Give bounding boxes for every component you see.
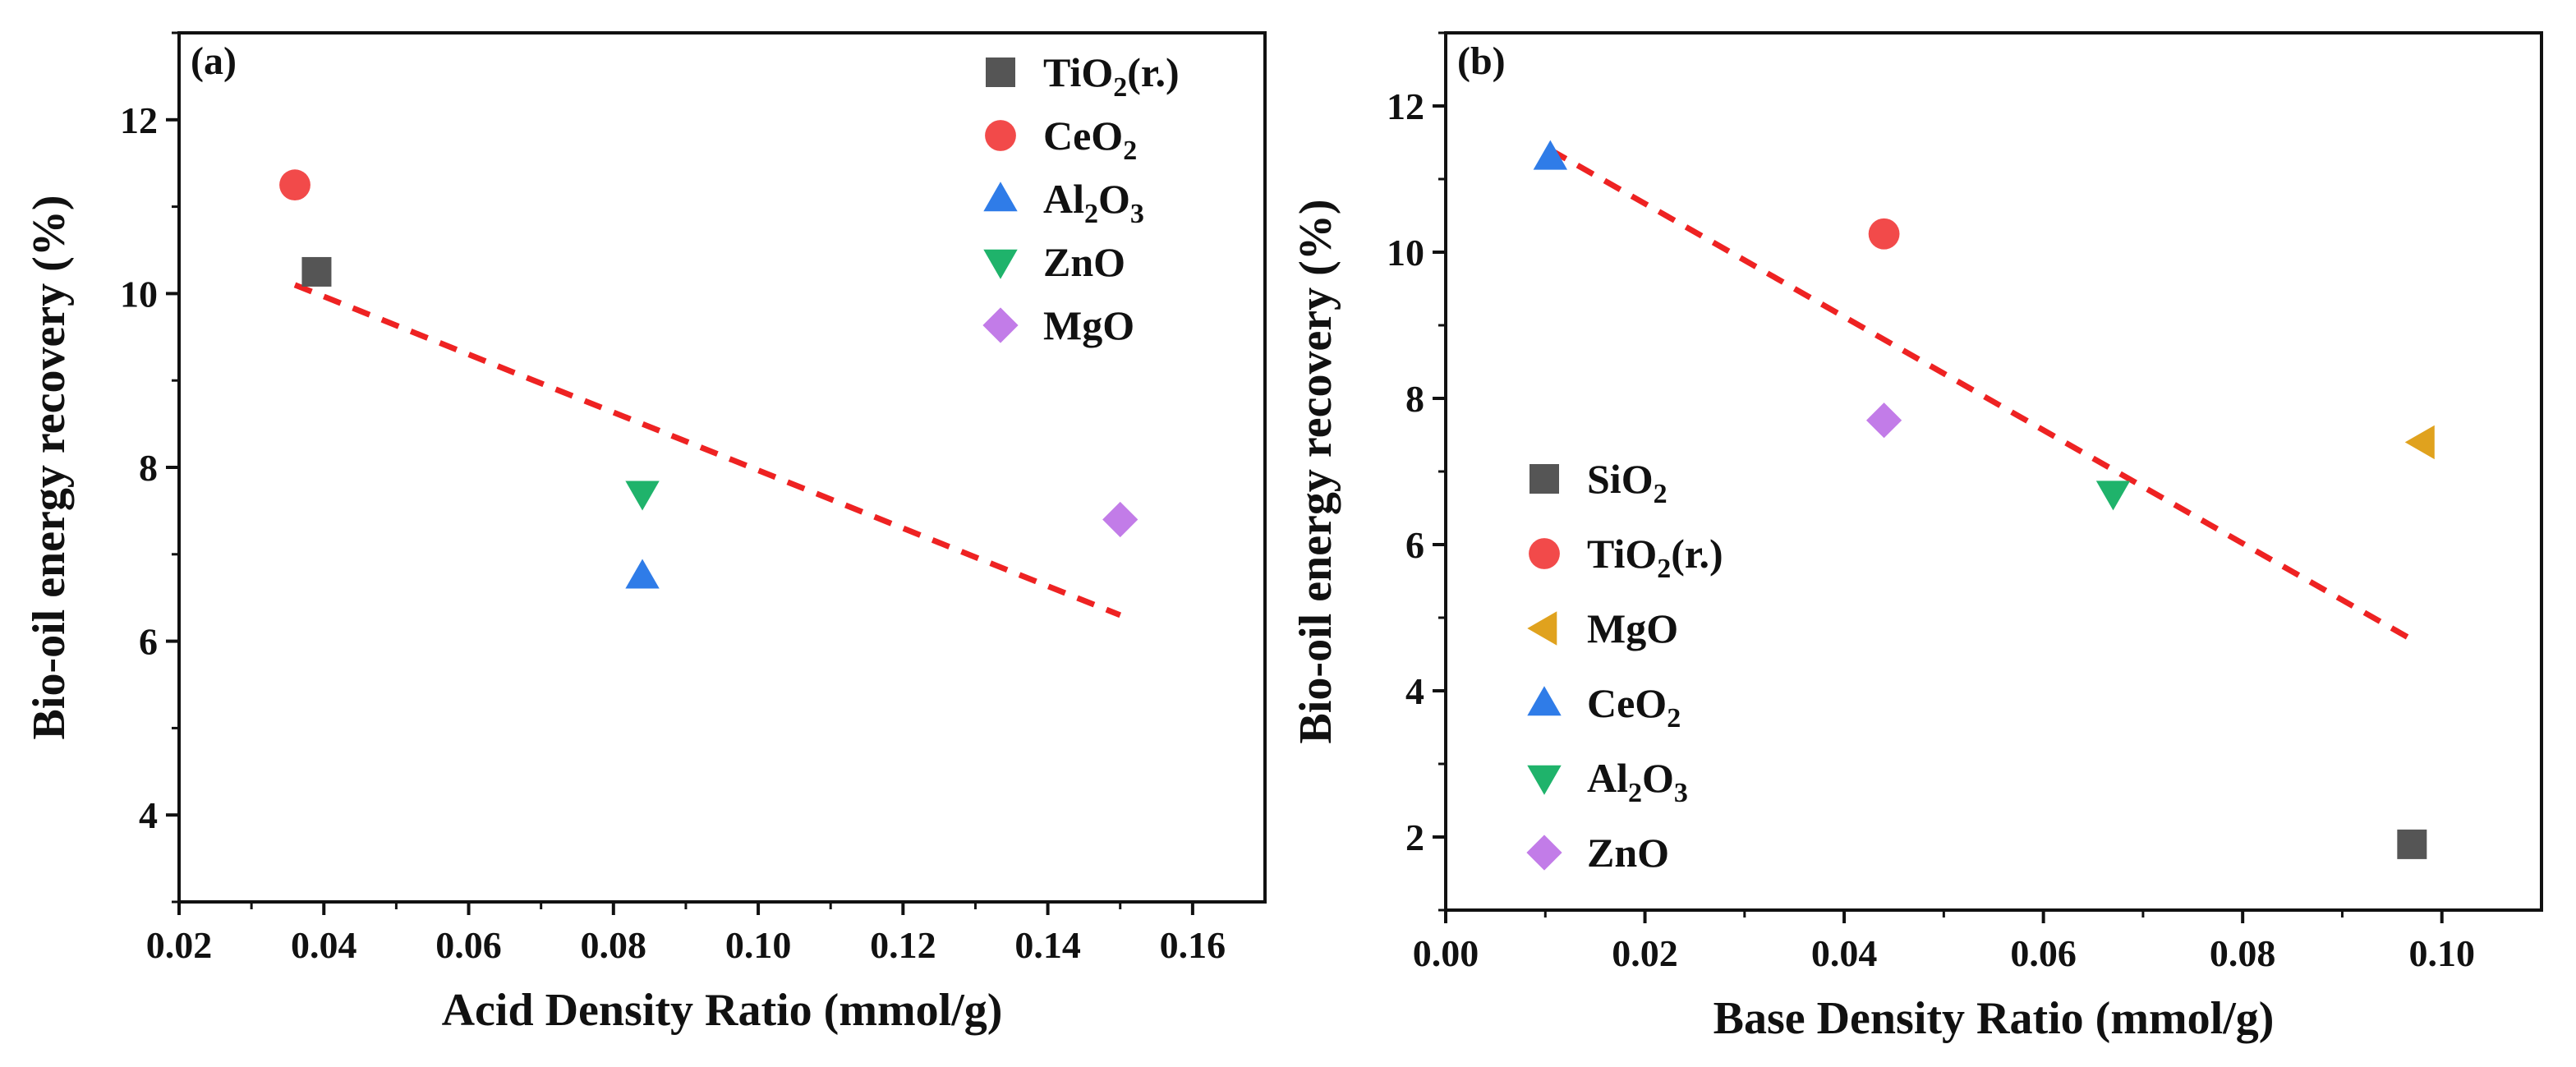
x-axis-title: Acid Density Ratio (mmol/g) bbox=[442, 985, 1003, 1036]
y-tick-label: 4 bbox=[1405, 670, 1424, 712]
data-point bbox=[625, 559, 660, 589]
x-tick-label: 0.02 bbox=[1612, 932, 1678, 974]
y-tick-label: 6 bbox=[1405, 524, 1424, 566]
plot-frame bbox=[177, 31, 1267, 904]
legend-marker bbox=[1526, 835, 1562, 871]
legend-label: SiO2 bbox=[1587, 456, 1668, 509]
y-tick-label: 10 bbox=[120, 273, 158, 315]
data-point bbox=[301, 256, 332, 287]
legend-label: CeO2 bbox=[1043, 113, 1137, 166]
panel-b-chart: 0.00 0.02 0.04 0.06 0.08 0.10 2 4 6 8 10 12 Base Den… bbox=[1290, 31, 2543, 1044]
fit-line bbox=[293, 282, 1122, 619]
legend-marker bbox=[983, 182, 1018, 212]
legend-label: TiO2(r.) bbox=[1043, 49, 1180, 103]
data-point bbox=[1868, 218, 1900, 250]
y-tick-label: 4 bbox=[139, 794, 158, 836]
legend-label: CeO2 bbox=[1587, 680, 1681, 734]
x-tick-label: 0.12 bbox=[870, 924, 936, 966]
data-point bbox=[2397, 829, 2427, 859]
panel-a-chart: 0.02 0.04 0.06 0.08 0.10 0.12 0.14 0.16 4 6 8 10 12 A… bbox=[24, 31, 1267, 1036]
fit-line bbox=[1548, 147, 2414, 642]
data-point bbox=[625, 481, 660, 511]
x-tick-label: 0.06 bbox=[2010, 932, 2077, 974]
y-tick-label: 8 bbox=[139, 447, 158, 489]
x-tick-label: 0.10 bbox=[725, 924, 792, 966]
x-tick-label: 0.14 bbox=[1014, 924, 1081, 966]
data-point bbox=[279, 169, 310, 201]
y-tick-label: 12 bbox=[1387, 85, 1424, 127]
x-tick-label: 0.10 bbox=[2408, 932, 2475, 974]
legend-label: Al2O3 bbox=[1587, 755, 1688, 808]
legend-label: MgO bbox=[1043, 302, 1134, 348]
x-tick-label: 0.08 bbox=[581, 924, 647, 966]
x-tick-label: 0.08 bbox=[2210, 932, 2276, 974]
panel-label: (b) bbox=[1457, 39, 1506, 83]
y-tick-label: 6 bbox=[139, 621, 158, 663]
legend-label: TiO2(r.) bbox=[1587, 531, 1723, 584]
legend-marker bbox=[1530, 464, 1559, 494]
legend-label: ZnO bbox=[1587, 830, 1669, 876]
x-tick-label: 0.02 bbox=[146, 924, 213, 966]
y-tick-label: 8 bbox=[1405, 378, 1424, 420]
data-point bbox=[1533, 140, 1568, 170]
x-tick-label: 0.16 bbox=[1160, 924, 1226, 966]
legend-label: MgO bbox=[1587, 605, 1678, 651]
y-axis-title: Bio-oil energy recovery (%) bbox=[1290, 200, 1341, 744]
data-point bbox=[2404, 425, 2435, 460]
legend-marker bbox=[986, 57, 1015, 87]
x-axis-title: Base Density Ratio (mmol/g) bbox=[1714, 993, 2275, 1044]
data-point bbox=[1866, 402, 1902, 439]
legend-marker bbox=[1527, 611, 1557, 646]
legend-marker bbox=[982, 307, 1019, 343]
x-tick-label: 0.06 bbox=[435, 924, 502, 966]
y-axis-title: Bio-oil energy recovery (%) bbox=[24, 195, 75, 740]
data-point bbox=[2095, 481, 2131, 511]
legend-marker bbox=[985, 120, 1016, 151]
legend-marker bbox=[1527, 686, 1562, 716]
panel-label: (a) bbox=[191, 39, 237, 83]
y-tick-label: 2 bbox=[1405, 816, 1424, 858]
x-tick-label: 0.04 bbox=[1811, 932, 1878, 974]
legend-marker bbox=[1527, 765, 1562, 795]
y-tick-label: 12 bbox=[120, 99, 158, 141]
legend-label: Al2O3 bbox=[1043, 176, 1144, 229]
x-tick-label: 0.04 bbox=[291, 924, 357, 966]
y-tick-label: 10 bbox=[1387, 232, 1424, 274]
legend-marker bbox=[983, 249, 1018, 279]
x-tick-label: 0.00 bbox=[1413, 932, 1479, 974]
data-point bbox=[1102, 501, 1138, 538]
legend-marker bbox=[1529, 538, 1560, 569]
legend-label: ZnO bbox=[1043, 239, 1125, 285]
